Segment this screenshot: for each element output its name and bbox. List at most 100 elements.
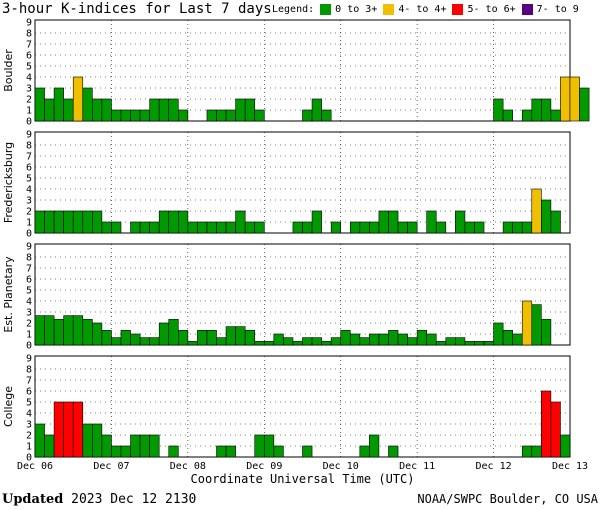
kindex-bar — [388, 445, 399, 458]
kindex-bar — [82, 87, 93, 122]
y-tick-label: 1 — [26, 218, 32, 229]
y-tick-label: 7 — [26, 40, 32, 51]
kindex-bar — [521, 445, 533, 458]
kindex-bar — [149, 98, 160, 122]
panel-ylabel: Est. Planetary — [2, 256, 15, 333]
kindex-bar — [101, 98, 112, 122]
kindex-bar — [502, 221, 513, 234]
kindex-bar — [82, 210, 93, 234]
kindex-bar — [101, 221, 112, 234]
kindex-bar — [464, 341, 475, 346]
kindex-bar — [292, 341, 303, 346]
kindex-bar — [359, 337, 370, 346]
kindex-bar — [92, 210, 103, 234]
y-tick-label: 8 — [26, 365, 32, 376]
kindex-bar — [34, 210, 45, 234]
y-tick-label: 2 — [26, 319, 32, 330]
kindex-bar — [244, 98, 256, 122]
y-tick-label: 3 — [26, 84, 32, 95]
kindex-bar — [397, 221, 408, 234]
kindex-bar — [139, 109, 150, 122]
kindex-bar — [63, 210, 74, 234]
kindex-bar — [369, 333, 380, 346]
kindex-bar — [560, 434, 571, 458]
kindex-bar — [34, 87, 45, 122]
kindex-bar — [254, 434, 265, 458]
y-tick-label: 3 — [26, 308, 32, 319]
kindex-bar — [225, 221, 236, 234]
kindex-bar — [512, 221, 523, 234]
kindex-bar — [254, 221, 265, 234]
kindex-bar — [149, 221, 160, 234]
kindex-bar — [455, 337, 466, 346]
kindex-bar — [550, 401, 561, 458]
kindex-bar — [416, 330, 427, 346]
kindex-bar — [541, 390, 552, 458]
x-tick-label: Dec 11 — [399, 461, 435, 472]
kindex-bar — [311, 337, 322, 346]
kindex-bar — [455, 210, 466, 234]
kindex-bar — [349, 221, 361, 234]
kindex-bar — [111, 221, 122, 234]
legend-item-7-to-9: 7- to 9 — [536, 4, 579, 15]
kindex-bar — [378, 333, 389, 346]
kindex-bar — [550, 109, 561, 122]
kindex-bar — [273, 445, 284, 458]
kindex-bar — [407, 221, 418, 234]
y-tick-label: 2 — [26, 431, 32, 442]
kindex-bar — [168, 210, 179, 234]
y-tick-label: 9 — [26, 242, 32, 253]
kindex-bar — [493, 98, 504, 122]
panel-frame — [34, 243, 571, 346]
kindex-bar — [254, 341, 265, 346]
kindex-bar — [263, 341, 275, 346]
kindex-bar — [359, 221, 370, 234]
kindex-bar — [531, 304, 542, 346]
legend-item-4-to-4: 4- to 4+ — [398, 4, 447, 15]
kindex-bar — [216, 445, 227, 458]
kindex-bar — [178, 210, 189, 234]
kindex-bar — [63, 315, 74, 346]
legend-swatch-green — [320, 4, 332, 15]
kindex-bar — [44, 315, 55, 346]
kindex-bar — [111, 337, 122, 346]
kindex-bar — [474, 221, 485, 234]
kindex-bar — [302, 109, 313, 122]
y-tick-label: 0 — [26, 229, 32, 240]
kindex-bar — [311, 210, 322, 234]
kindex-bar — [187, 221, 198, 234]
kindex-bar — [53, 87, 64, 122]
updated-stamp: Updated 2023 Dec 12 2130 — [2, 492, 196, 507]
y-tick-label: 6 — [26, 163, 32, 174]
kindex-bar — [502, 330, 513, 346]
kindex-bar — [130, 333, 141, 346]
kindex-bar — [292, 221, 303, 234]
kindex-bar — [244, 330, 256, 346]
y-tick-label: 8 — [26, 253, 32, 264]
kindex-bar — [206, 109, 217, 122]
kindex-bar — [53, 210, 64, 234]
legend-swatch-yellow — [383, 4, 395, 15]
kindex-bar — [158, 98, 170, 122]
kindex-bar — [225, 445, 236, 458]
kindex-bar — [63, 401, 74, 458]
kindex-bar — [111, 445, 122, 458]
kindex-bar — [426, 210, 437, 234]
kindex-bar — [139, 221, 150, 234]
kindex-bar — [178, 109, 189, 122]
kindex-bar — [82, 423, 93, 458]
y-tick-label: 7 — [26, 264, 32, 275]
kindex-bar — [216, 337, 227, 346]
kindex-bar — [474, 341, 485, 346]
y-tick-label: 7 — [26, 152, 32, 163]
x-tick-label: Dec 13 — [552, 461, 588, 472]
kindex-bar — [63, 98, 74, 122]
y-tick-label: 5 — [26, 286, 32, 297]
legend-label: Legend: — [272, 4, 315, 15]
kindex-bar — [235, 210, 246, 234]
kindex-bar — [120, 445, 131, 458]
kindex-bar — [111, 109, 122, 122]
kindex-bar — [302, 445, 313, 458]
x-tick-label: Dec 08 — [170, 461, 206, 472]
